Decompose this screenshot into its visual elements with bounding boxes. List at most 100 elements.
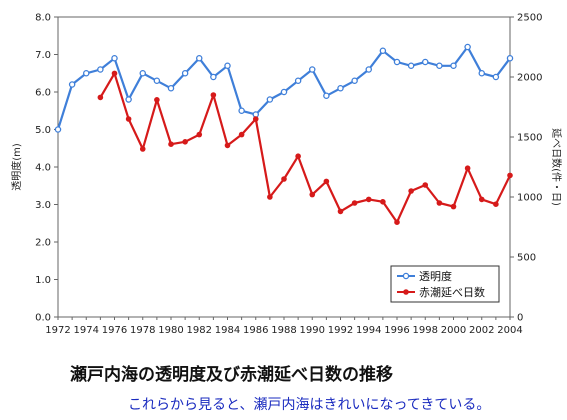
data-point-red-tide: [182, 139, 188, 145]
data-point-red-tide: [507, 172, 513, 179]
chart-title: 瀬戸内海の透明度及び赤潮延べ日数の推移: [70, 365, 393, 385]
left-tick-label: 7.0: [35, 50, 51, 61]
x-tick-label: 1980: [158, 325, 183, 336]
right-tick-label: 2500: [517, 13, 542, 24]
data-point-transparency: [421, 58, 429, 66]
legend-box: [390, 265, 500, 303]
data-point-transparency: [337, 85, 344, 92]
data-point-transparency: [294, 77, 302, 85]
data-point-transparency: [68, 81, 76, 88]
data-point-red-tide: [493, 201, 499, 207]
left-tick-label: 1.0: [35, 275, 51, 286]
data-point-transparency: [379, 47, 387, 55]
left-axis-ticks: 0.0 1.0 2.0 3.0 4.0 5.0 6.0 7.0 8.0: [35, 13, 58, 324]
data-point-red-tide: [450, 203, 457, 210]
data-point-red-tide: [478, 196, 485, 203]
data-point-red-tide: [111, 70, 118, 77]
data-point-transparency: [492, 73, 500, 81]
legend-marker-red-tide: [403, 289, 409, 295]
x-tick-label: 1996: [384, 325, 409, 336]
data-point-red-tide: [267, 194, 273, 200]
data-point-transparency: [181, 70, 189, 77]
data-point-transparency: [407, 62, 415, 70]
data-point-red-tide: [168, 141, 174, 147]
x-tick-label: 1990: [300, 325, 325, 336]
data-point-transparency: [153, 77, 161, 85]
data-point-transparency: [238, 107, 245, 115]
right-tick-label: 500: [517, 253, 536, 264]
data-point-red-tide: [323, 178, 330, 185]
right-tick-label: 1000: [517, 193, 542, 204]
data-point-red-tide: [464, 165, 471, 171]
left-axis-title: 透明度(m): [10, 143, 23, 191]
right-tick-label: 1500: [517, 133, 542, 144]
data-point-transparency: [125, 96, 132, 103]
data-point-transparency: [195, 55, 203, 62]
data-point-red-tide: [408, 188, 414, 194]
data-point-transparency: [393, 58, 401, 66]
left-tick-label: 2.0: [35, 238, 51, 249]
right-axis-ticks: 0 500 1000 1500 2000 2500: [510, 13, 542, 324]
data-point-transparency: [464, 43, 471, 51]
left-tick-label: 5.0: [35, 125, 51, 136]
data-point-red-tide: [196, 131, 203, 138]
x-tick-label: 1984: [215, 325, 240, 336]
left-tick-label: 8.0: [35, 13, 51, 24]
data-point-red-tide: [380, 199, 386, 205]
data-point-red-tide: [125, 116, 132, 122]
data-point-red-tide: [394, 219, 400, 225]
right-tick-label: 0: [517, 313, 523, 324]
data-point-transparency: [506, 55, 514, 62]
data-point-transparency: [478, 70, 485, 77]
data-point-red-tide: [337, 208, 344, 215]
right-axis-title: 延べ日数(件・日): [550, 128, 563, 206]
data-point-red-tide: [238, 131, 245, 138]
x-tick-label: 2002: [469, 325, 494, 336]
x-tick-label: 2000: [441, 325, 466, 336]
data-point-red-tide: [295, 153, 301, 159]
data-point-transparency: [280, 88, 288, 96]
x-tick-label: 1998: [413, 325, 438, 336]
x-tick-label: 1978: [130, 325, 155, 336]
data-point-transparency: [450, 62, 457, 70]
data-point-transparency: [365, 66, 372, 73]
data-point-red-tide: [224, 142, 231, 149]
data-point-transparency: [266, 96, 274, 103]
data-point-transparency: [436, 62, 443, 70]
chart: 0.0 1.0 2.0 3.0 4.0 5.0 6.0 7.0 8.0 0 500 1000 1500…: [10, 13, 563, 337]
legend: 透明度 赤潮延べ日数: [390, 265, 500, 303]
data-point-red-tide: [210, 92, 217, 98]
x-tick-label: 1988: [271, 325, 296, 336]
data-point-red-tide: [309, 191, 316, 198]
data-point-transparency: [308, 66, 316, 73]
x-axis-ticks: 1972 1974 1976 1978 1980 1982 1984 1986 1988 1990…: [45, 317, 523, 336]
x-tick-label: 1994: [356, 325, 381, 336]
data-point-red-tide: [351, 200, 358, 206]
data-point-transparency: [323, 92, 330, 100]
left-tick-label: 6.0: [35, 88, 51, 99]
left-tick-label: 3.0: [35, 200, 51, 211]
data-point-red-tide: [365, 196, 372, 203]
data-point-red-tide: [436, 200, 443, 206]
data-point-transparency: [224, 62, 231, 70]
data-point-red-tide: [154, 97, 160, 103]
data-point-transparency: [351, 77, 358, 85]
data-point-transparency: [167, 85, 175, 92]
x-tick-label: 1992: [328, 325, 353, 336]
data-point-transparency: [111, 55, 118, 62]
data-point-transparency: [54, 126, 62, 133]
data-point-red-tide: [139, 146, 146, 152]
x-tick-label: 1972: [45, 325, 70, 336]
left-tick-label: 4.0: [35, 163, 51, 174]
x-tick-label: 1976: [102, 325, 127, 336]
x-tick-label: 1974: [74, 325, 99, 336]
x-tick-label: 1982: [187, 325, 212, 336]
data-point-red-tide: [252, 116, 259, 122]
right-tick-label: 2000: [517, 73, 542, 84]
legend-label-transparency: 透明度: [419, 269, 452, 283]
data-point-transparency: [83, 70, 90, 77]
legend-label-red-tide: 赤潮延べ日数: [419, 285, 485, 299]
x-tick-label: 1986: [243, 325, 268, 336]
data-point-transparency: [97, 66, 104, 73]
data-point-transparency: [139, 70, 146, 77]
